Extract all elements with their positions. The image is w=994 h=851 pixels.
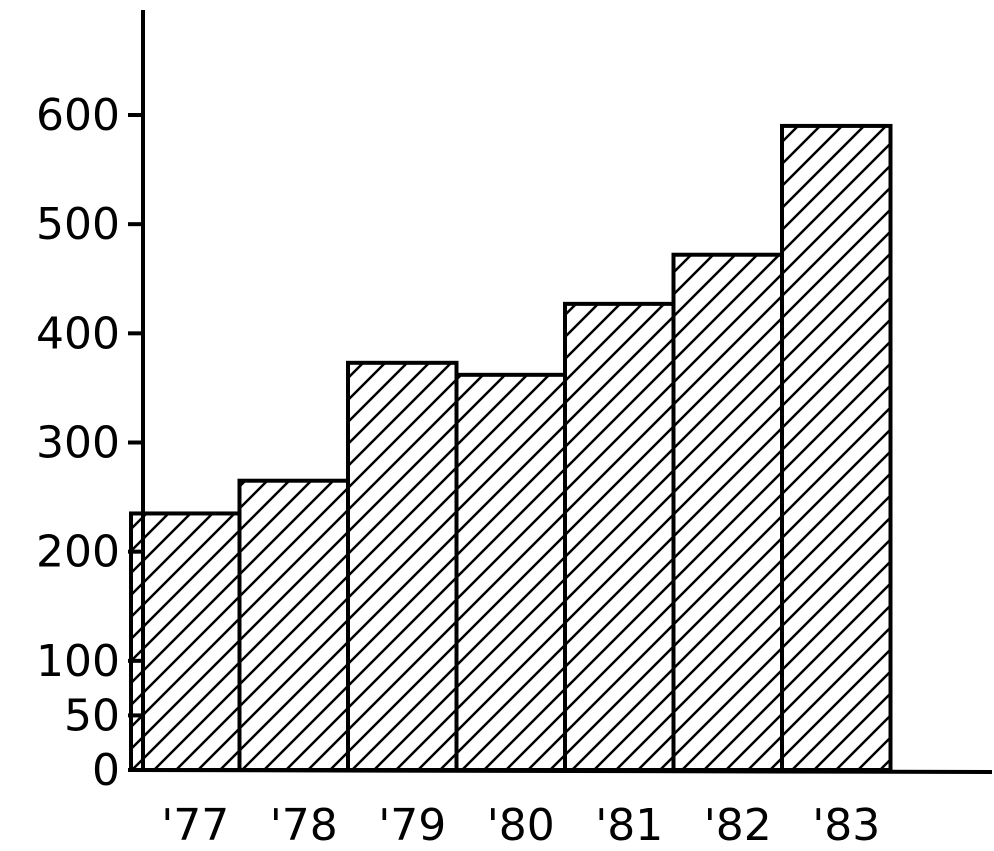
- y-tick-label: 100: [36, 636, 120, 687]
- bar-80: [454, 372, 567, 772]
- bar-83: [780, 123, 893, 772]
- bar-82: [671, 252, 784, 772]
- x-tick-label: '77: [161, 800, 229, 851]
- bar-77: [129, 511, 242, 772]
- y-tick-label: 200: [36, 527, 120, 578]
- x-tick-label: '80: [487, 800, 555, 851]
- y-tick-label: 500: [36, 199, 120, 250]
- y-tick-label: 0: [92, 745, 120, 796]
- bar-81: [563, 301, 676, 772]
- x-axis: [127, 768, 993, 774]
- bars-group: [129, 123, 893, 772]
- x-tick-label: '78: [270, 800, 338, 851]
- bar-78: [237, 478, 350, 772]
- bar-79: [346, 360, 459, 772]
- y-tick-label: 400: [36, 308, 120, 359]
- y-tick-label: 600: [36, 90, 120, 141]
- x-tick-label: '82: [704, 800, 772, 851]
- y-tick-label: 300: [36, 418, 120, 469]
- x-ticks-group: '77 '78 '79 '80 '81 '82 '83: [161, 800, 880, 851]
- y-tick-label: 50: [64, 690, 120, 741]
- x-tick-label: '79: [378, 800, 446, 851]
- x-tick-label: '83: [812, 800, 880, 851]
- x-tick-label: '81: [595, 800, 663, 851]
